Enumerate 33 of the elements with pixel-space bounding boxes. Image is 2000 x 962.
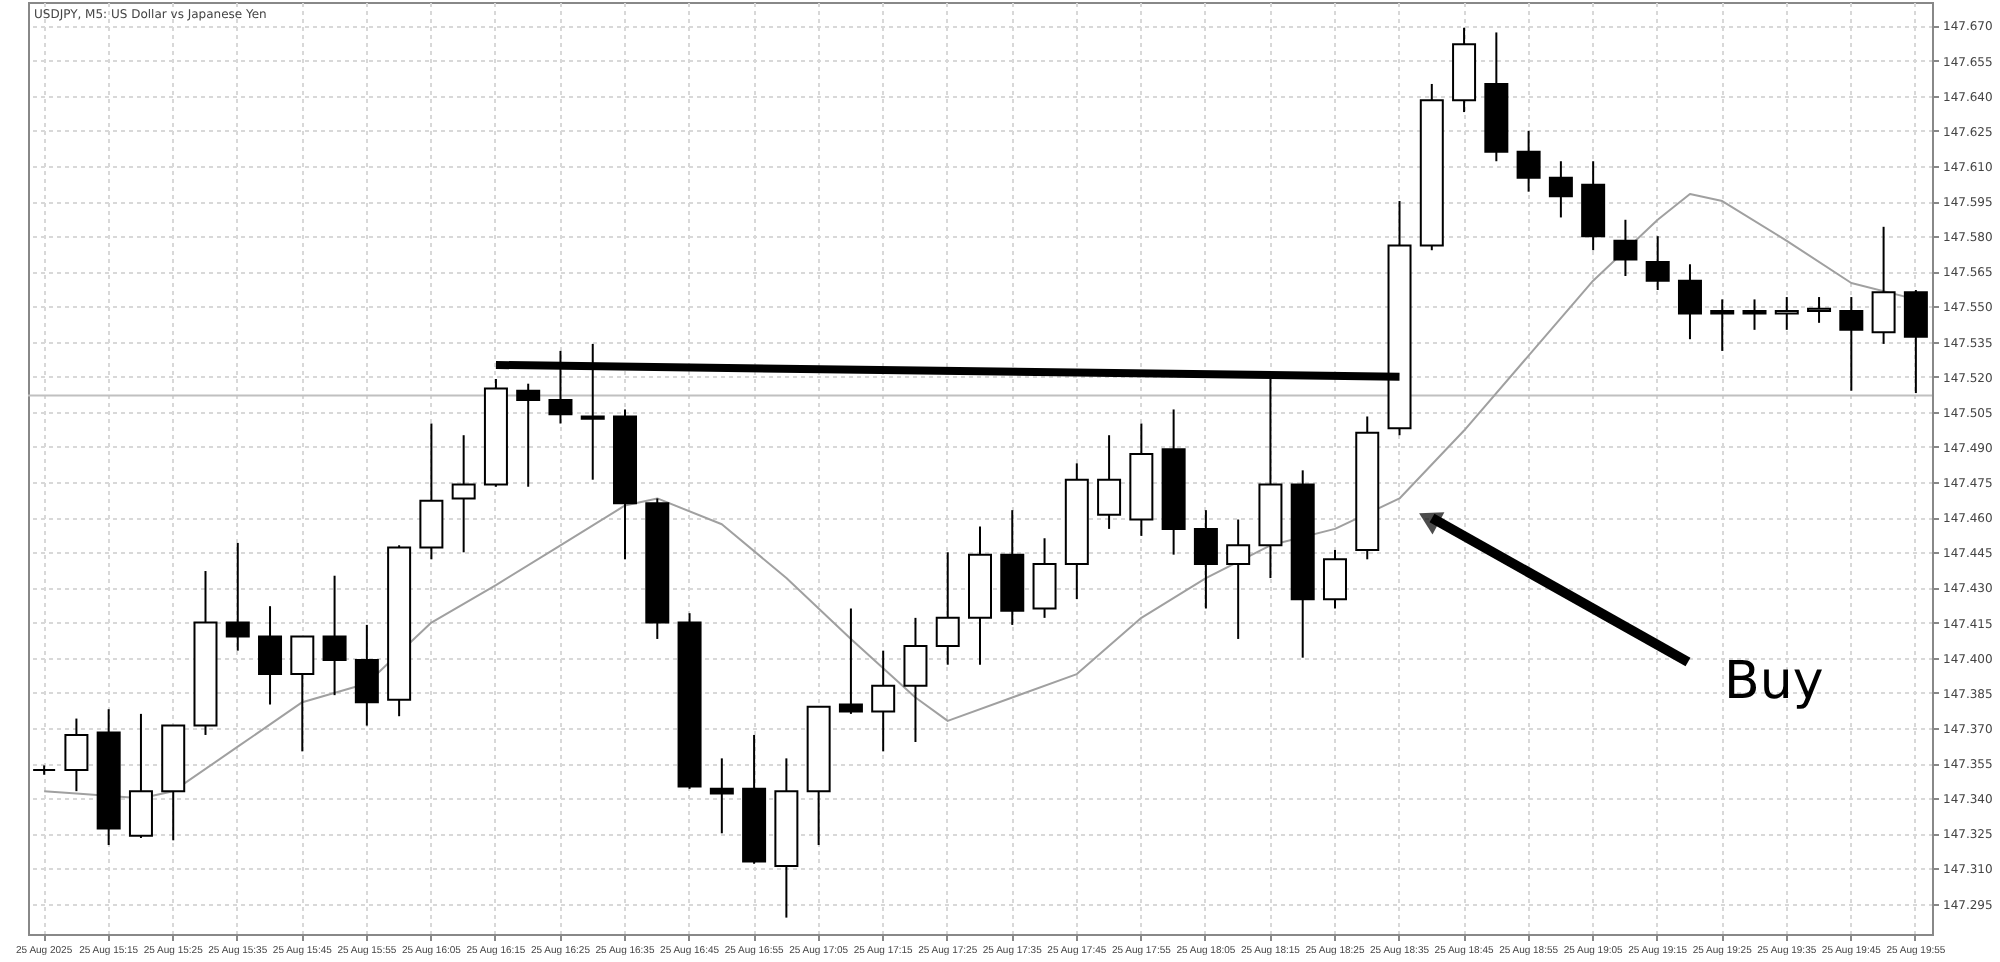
candlestick <box>1742 298 1767 331</box>
candlestick <box>1871 225 1896 345</box>
candlestick <box>1903 289 1928 395</box>
candlestick <box>354 623 379 727</box>
candlestick <box>1774 296 1799 331</box>
candlestick <box>1516 129 1541 193</box>
candlestick <box>1677 263 1702 341</box>
candlestick <box>258 605 283 706</box>
annotation: Buy <box>1724 652 1824 712</box>
candlestick <box>838 607 863 715</box>
candlestick <box>709 757 734 835</box>
candlestick <box>903 616 928 743</box>
candlestick <box>419 422 444 561</box>
candlestick <box>128 712 153 839</box>
candlestick <box>1710 298 1735 352</box>
candlestick <box>1839 296 1864 392</box>
candlestick <box>64 717 89 793</box>
candlestick <box>1613 218 1638 277</box>
candlestick <box>1645 235 1670 292</box>
candlestick <box>225 541 250 652</box>
candlestick <box>290 635 315 753</box>
candlestick <box>935 551 960 666</box>
candlestick <box>1226 518 1251 640</box>
candlestick <box>451 434 476 554</box>
candlestick <box>1807 296 1832 324</box>
candlestick <box>516 382 541 488</box>
candlestick <box>1032 537 1057 619</box>
candlestick <box>1548 160 1573 219</box>
candlestick <box>1193 509 1218 610</box>
candlestick <box>871 649 896 753</box>
candlestick <box>322 574 347 697</box>
candlestick <box>1097 434 1122 530</box>
candlestick <box>1322 548 1347 610</box>
